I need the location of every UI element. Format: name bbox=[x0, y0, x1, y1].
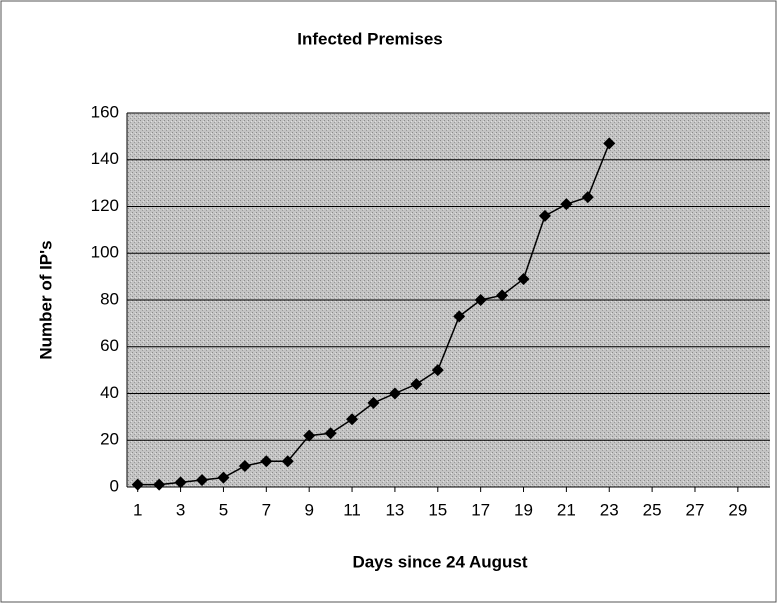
data-point bbox=[281, 455, 294, 468]
data-point bbox=[153, 478, 166, 491]
x-tick-label: 15 bbox=[428, 500, 447, 519]
y-axis-label: Number of IP's bbox=[36, 240, 55, 359]
data-point bbox=[560, 198, 573, 211]
y-tick-label: 0 bbox=[110, 476, 119, 495]
data-point bbox=[367, 396, 380, 409]
data-point bbox=[238, 459, 251, 472]
data-point bbox=[260, 455, 273, 468]
data-point bbox=[131, 478, 144, 491]
data-point bbox=[581, 191, 594, 204]
data-point bbox=[324, 427, 337, 440]
data-point bbox=[474, 294, 487, 306]
data-point bbox=[196, 473, 209, 486]
data-point bbox=[303, 429, 316, 442]
data-point bbox=[496, 289, 509, 302]
data-point bbox=[346, 413, 359, 426]
x-tick-label: 19 bbox=[514, 500, 533, 519]
x-tick-label: 23 bbox=[600, 500, 619, 519]
data-point bbox=[388, 387, 401, 400]
x-tick-label: 11 bbox=[343, 500, 361, 519]
y-tick-label: 100 bbox=[91, 243, 119, 262]
y-tick-label: 40 bbox=[100, 383, 119, 402]
y-tick-label: 20 bbox=[100, 430, 119, 449]
x-tick-label: 13 bbox=[385, 500, 404, 519]
chart-title: Infected Premises bbox=[297, 29, 443, 48]
y-tick-label: 60 bbox=[100, 336, 119, 355]
x-tick-label: 21 bbox=[557, 500, 576, 519]
data-point bbox=[603, 137, 616, 150]
x-tick-label: 25 bbox=[643, 500, 662, 519]
y-tick-label: 120 bbox=[91, 196, 119, 215]
data-point bbox=[217, 471, 230, 484]
data-point bbox=[431, 364, 444, 377]
x-tick-label: 5 bbox=[219, 500, 228, 519]
data-point bbox=[453, 310, 466, 323]
y-tick-label: 140 bbox=[91, 149, 119, 168]
x-tick-label: 27 bbox=[686, 500, 705, 519]
x-tick-label: 9 bbox=[304, 500, 313, 519]
data-point bbox=[538, 209, 551, 222]
x-tick-label: 17 bbox=[471, 500, 490, 519]
data-point bbox=[174, 476, 187, 489]
y-tick-label: 80 bbox=[100, 289, 119, 308]
x-axis-label: Days since 24 August bbox=[352, 552, 527, 571]
x-tick-label: 1 bbox=[133, 500, 142, 519]
x-tick-label: 3 bbox=[176, 500, 185, 519]
y-tick-label: 160 bbox=[91, 102, 119, 121]
data-point bbox=[517, 272, 530, 285]
x-tick-label: 7 bbox=[262, 500, 271, 519]
x-tick-label: 29 bbox=[728, 500, 747, 519]
data-point bbox=[410, 378, 423, 391]
